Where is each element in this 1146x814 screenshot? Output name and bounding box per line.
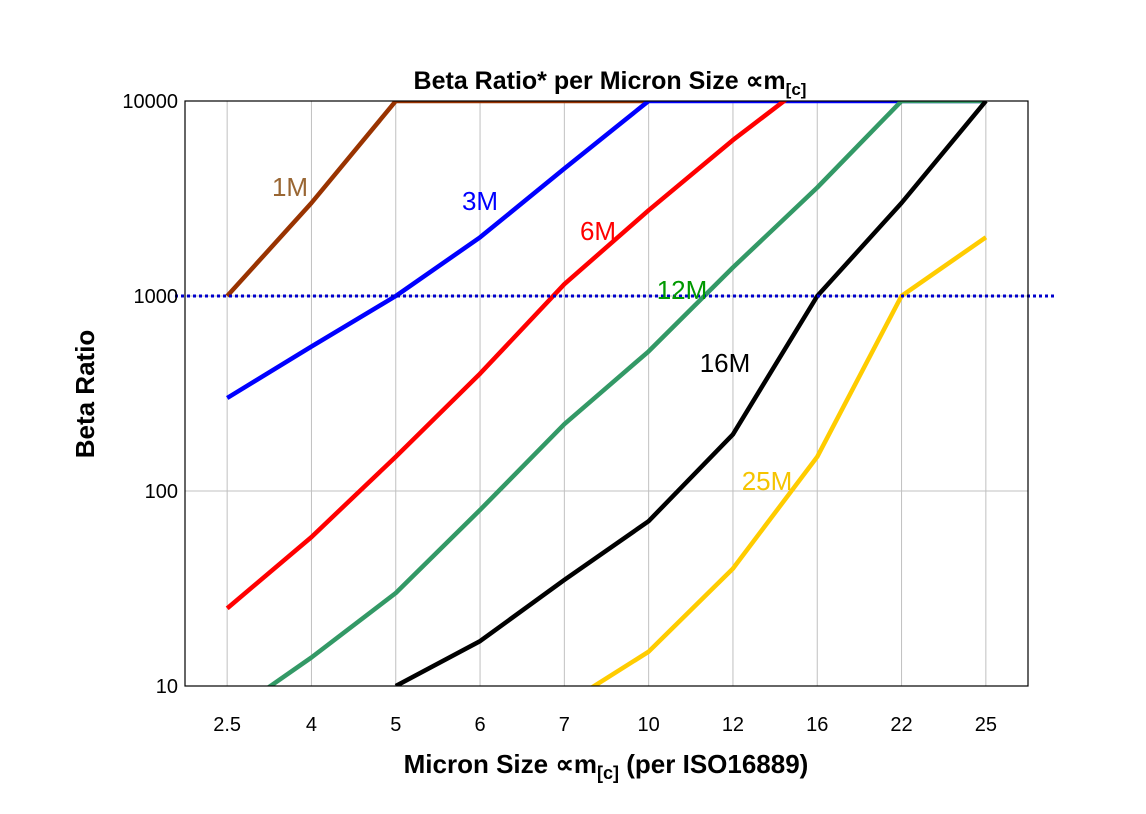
x-tick-label: 10 [638,714,660,736]
y-tick-label: 10 [156,676,178,698]
x-tick-label: 7 [559,714,570,736]
series-line-6M [225,101,788,611]
y-tick-label: 1000 [134,286,179,308]
series-label-6M: 6M [580,216,616,246]
y-tick-label: 100 [145,481,178,503]
x-tick-labels: 2.5 4 5 6 7 10 12 16 22 25 [213,714,997,736]
x-tick-label: 2.5 [213,714,241,736]
x-tick-label: 22 [890,714,912,736]
series-line-12M [266,101,986,686]
series-line-3M [226,101,986,400]
y-tick-label: 10000 [122,91,178,113]
series-label-3M: 3M [462,186,498,216]
series-lines [225,101,988,686]
x-tick-label: 25 [975,714,997,736]
y-tick-labels: 10 100 1000 10000 [122,91,178,698]
series-line-1M [225,101,649,298]
series-label-16M: 16M [700,348,751,378]
grid [185,100,1028,687]
chart-title: Beta Ratio* per Micron Size ∝m[c] [414,67,807,99]
series-line-16M [394,101,988,686]
y-axis-label: Beta Ratio [70,330,100,459]
x-tick-label: 4 [306,714,317,736]
series-label-25M: 25M [742,466,793,496]
series-label-1M: 1M [272,172,308,202]
plot-border [184,100,1029,687]
x-tick-label: 6 [474,714,485,736]
series-line-25M [590,235,988,686]
x-tick-label: 12 [722,714,744,736]
x-tick-label: 5 [390,714,401,736]
series-label-12M: 12M [657,275,708,305]
x-tick-label: 16 [806,714,828,736]
series-labels: 1M 3M 6M 12M 16M 25M [272,172,792,496]
x-axis-label: Micron Size ∝m[c] (per ISO16889) [404,749,809,783]
